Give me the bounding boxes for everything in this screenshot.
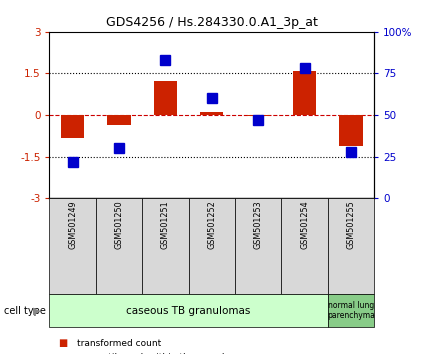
Text: GSM501253: GSM501253 bbox=[254, 200, 263, 249]
Bar bbox=[154, 81, 177, 115]
Text: GSM501254: GSM501254 bbox=[300, 200, 309, 249]
Text: ■: ■ bbox=[58, 353, 68, 354]
Text: GSM501249: GSM501249 bbox=[68, 200, 77, 249]
Text: GSM501252: GSM501252 bbox=[207, 200, 216, 249]
Title: GDS4256 / Hs.284330.0.A1_3p_at: GDS4256 / Hs.284330.0.A1_3p_at bbox=[106, 16, 318, 29]
Bar bbox=[339, 115, 362, 145]
Text: ▶: ▶ bbox=[33, 306, 40, 316]
Text: transformed count: transformed count bbox=[77, 339, 162, 348]
Bar bbox=[246, 115, 270, 116]
Text: GSM501251: GSM501251 bbox=[161, 200, 170, 249]
Text: GSM501255: GSM501255 bbox=[347, 200, 356, 249]
Text: percentile rank within the sample: percentile rank within the sample bbox=[77, 353, 230, 354]
Text: GSM501250: GSM501250 bbox=[114, 200, 123, 249]
Text: cell type: cell type bbox=[4, 306, 46, 316]
Bar bbox=[200, 112, 223, 115]
Text: ■: ■ bbox=[58, 338, 68, 348]
Bar bbox=[61, 115, 84, 138]
Bar bbox=[108, 115, 131, 125]
Text: caseous TB granulomas: caseous TB granulomas bbox=[126, 306, 251, 316]
Bar bbox=[293, 71, 316, 115]
Text: normal lung
parenchyma: normal lung parenchyma bbox=[327, 301, 375, 320]
